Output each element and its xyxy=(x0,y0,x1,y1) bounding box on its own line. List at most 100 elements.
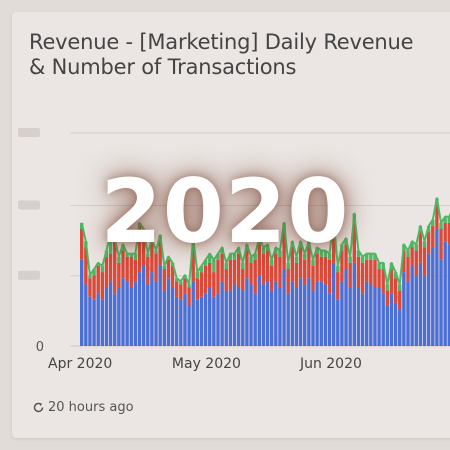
bar-blue xyxy=(377,287,381,346)
bar-green xyxy=(303,253,307,260)
bar-red xyxy=(232,259,237,285)
bar-blue xyxy=(88,296,92,346)
bar-blue xyxy=(203,293,208,346)
bar-blue xyxy=(282,269,286,346)
bar-red xyxy=(389,269,394,294)
bar-red xyxy=(290,247,295,282)
bar-blue xyxy=(179,299,183,346)
bar-blue xyxy=(414,275,418,346)
bar-blue xyxy=(426,253,431,346)
bar-green xyxy=(286,262,290,270)
bar-red xyxy=(414,250,418,276)
bar-red xyxy=(356,256,361,288)
bar-green xyxy=(414,244,418,251)
bar-green xyxy=(365,253,369,260)
bar-green xyxy=(278,250,282,257)
bar-green xyxy=(356,250,361,257)
bar-blue xyxy=(150,272,154,346)
bar-red xyxy=(360,262,365,294)
bar-blue xyxy=(224,290,228,346)
bar-red xyxy=(344,244,348,270)
bar-green xyxy=(88,275,92,279)
bar-red xyxy=(129,256,133,288)
bar-blue xyxy=(199,296,204,346)
bar-blue xyxy=(402,272,406,346)
bar-blue xyxy=(253,293,257,346)
bar-red xyxy=(270,265,274,291)
bar-red xyxy=(141,232,146,266)
bar-red xyxy=(311,265,315,291)
bar-blue xyxy=(80,259,84,346)
bar-red xyxy=(84,247,88,285)
x-tick-label: May 2020 xyxy=(172,356,241,372)
bar-blue xyxy=(191,281,195,346)
bar-green xyxy=(373,253,377,260)
bar-green xyxy=(443,216,447,223)
bar-blue xyxy=(435,229,439,346)
bar-blue xyxy=(92,299,96,346)
bar-red xyxy=(365,259,369,282)
bar-red xyxy=(340,250,344,282)
bar-blue xyxy=(170,287,175,346)
bar-green xyxy=(360,256,365,263)
bar-blue xyxy=(261,284,266,346)
bar-blue xyxy=(104,287,109,346)
bar-blue xyxy=(125,281,129,346)
bar-red xyxy=(373,259,377,288)
bar-green xyxy=(249,256,253,263)
y-tick-label: 0 xyxy=(36,340,44,355)
bar-blue xyxy=(365,281,369,346)
bar-red xyxy=(439,229,443,260)
bar-blue xyxy=(183,293,187,346)
bar-blue xyxy=(187,305,191,346)
bar-blue xyxy=(108,281,113,346)
bar-red xyxy=(393,278,398,303)
bar-green xyxy=(208,253,212,263)
bar-blue xyxy=(418,262,423,346)
bar-green xyxy=(216,253,220,260)
bar-blue xyxy=(431,247,435,346)
bar-blue xyxy=(385,305,390,346)
refresh-icon[interactable] xyxy=(32,401,45,414)
bar-blue xyxy=(311,290,315,346)
bar-blue xyxy=(381,293,385,346)
bar-green xyxy=(422,241,427,248)
bar-red xyxy=(348,262,352,288)
bar-blue xyxy=(162,290,166,346)
bar-blue xyxy=(315,281,319,346)
bar-blue xyxy=(307,278,311,346)
bar-red xyxy=(261,253,266,285)
bar-green xyxy=(270,259,274,266)
bar-green xyxy=(369,253,373,260)
bar-green xyxy=(92,269,96,276)
bar-red xyxy=(88,278,92,297)
bar-blue xyxy=(129,287,133,346)
bar-blue xyxy=(245,278,249,346)
bar-red xyxy=(179,284,183,300)
bar-blue xyxy=(373,287,377,346)
bar-red xyxy=(191,241,195,282)
bar-blue xyxy=(327,293,332,346)
dashboard-card: Revenue - [Marketing] Daily Revenue & Nu… xyxy=(12,12,450,438)
bar-red xyxy=(249,262,253,285)
bar-red xyxy=(228,259,233,291)
bar-blue xyxy=(298,278,303,346)
bar-blue xyxy=(117,287,121,346)
bar-green xyxy=(336,265,340,273)
bar-green xyxy=(431,219,435,226)
bar-green xyxy=(261,247,266,254)
chart-title-line-1: Revenue - [Marketing] Daily Revenue xyxy=(29,30,414,54)
bar-green xyxy=(232,253,237,260)
bar-red xyxy=(104,256,109,288)
bar-green xyxy=(146,253,150,257)
x-tick-label: Jun 2020 xyxy=(299,356,362,372)
bar-blue xyxy=(133,281,138,346)
bar-green xyxy=(323,250,328,257)
bar-red xyxy=(154,253,158,282)
bar-blue xyxy=(393,302,398,346)
bar-blue xyxy=(340,281,344,346)
bar-blue xyxy=(348,287,352,346)
bar-red xyxy=(369,259,373,285)
bar-green xyxy=(133,253,138,260)
bar-red xyxy=(410,247,414,266)
